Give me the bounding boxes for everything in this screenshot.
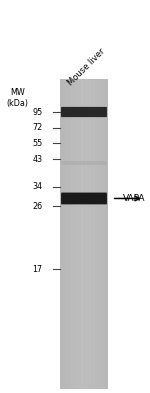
Bar [62, 79, 63, 389]
Bar [90, 79, 91, 389]
Bar [100, 79, 101, 389]
FancyBboxPatch shape [61, 193, 107, 204]
Bar [87, 79, 88, 389]
Bar [77, 79, 78, 389]
Bar [90, 79, 91, 389]
Text: MW
(kDa): MW (kDa) [6, 88, 28, 108]
Bar [107, 79, 108, 389]
Bar [65, 79, 66, 389]
Bar [78, 79, 79, 389]
Bar [89, 79, 90, 389]
Bar [101, 79, 102, 389]
Bar [82, 79, 83, 389]
Text: 26: 26 [33, 202, 43, 211]
Bar [99, 79, 100, 389]
Text: VAPA: VAPA [123, 194, 146, 203]
Bar [62, 79, 63, 389]
Bar [71, 79, 72, 389]
Bar [102, 79, 103, 389]
Bar [88, 79, 89, 389]
Bar [79, 79, 80, 389]
Bar [91, 79, 92, 389]
Bar [80, 79, 81, 389]
Text: Mouse liver: Mouse liver [66, 47, 107, 88]
Text: 34: 34 [33, 182, 43, 191]
Bar [86, 79, 87, 389]
Bar [74, 79, 75, 389]
Bar [74, 79, 75, 389]
Bar [106, 79, 107, 389]
Bar [76, 79, 77, 389]
Bar [68, 79, 69, 389]
Bar [86, 79, 87, 389]
Bar [69, 79, 70, 389]
Bar [98, 79, 99, 389]
Bar [98, 79, 99, 389]
Text: 95: 95 [33, 108, 43, 116]
Bar [83, 79, 84, 389]
Bar [104, 79, 105, 389]
Bar [61, 79, 62, 389]
Bar [81, 79, 82, 389]
Bar [72, 79, 73, 389]
Bar [103, 79, 104, 389]
Bar [61, 161, 106, 165]
Text: 72: 72 [33, 123, 43, 132]
Bar [67, 79, 68, 389]
Bar [78, 79, 79, 389]
Bar [92, 79, 93, 389]
Bar [85, 79, 86, 389]
Bar [66, 79, 67, 389]
FancyBboxPatch shape [61, 107, 107, 117]
Bar [84, 79, 85, 389]
Bar [102, 79, 103, 389]
Text: 43: 43 [33, 155, 43, 163]
Bar [66, 79, 67, 389]
Bar [95, 79, 96, 389]
Bar [93, 79, 94, 389]
Bar [73, 79, 74, 389]
Bar [96, 79, 97, 389]
Text: 17: 17 [33, 265, 43, 274]
Bar [82, 79, 83, 389]
Bar [94, 79, 95, 389]
Bar [60, 79, 108, 389]
Bar [105, 79, 106, 389]
Bar [63, 79, 64, 389]
Bar [64, 79, 65, 389]
Text: 55: 55 [33, 139, 43, 148]
Bar [97, 79, 98, 389]
Bar [70, 79, 71, 389]
Bar [60, 79, 61, 389]
Bar [75, 79, 76, 389]
